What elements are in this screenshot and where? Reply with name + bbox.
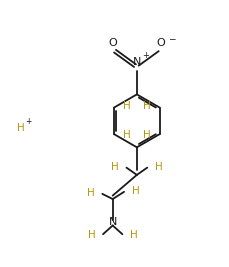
- Text: H: H: [122, 101, 130, 112]
- Text: H: H: [143, 130, 150, 140]
- Text: H: H: [87, 188, 94, 198]
- Text: H: H: [143, 101, 150, 112]
- Text: N: N: [132, 57, 140, 66]
- Text: H: H: [154, 162, 162, 171]
- Text: O: O: [108, 38, 117, 48]
- Text: H: H: [111, 162, 118, 171]
- Text: +: +: [142, 52, 148, 61]
- Text: H: H: [129, 230, 137, 240]
- Text: H: H: [131, 186, 139, 196]
- Text: −: −: [168, 34, 175, 43]
- Text: +: +: [25, 117, 32, 127]
- Text: H: H: [17, 123, 25, 133]
- Text: H: H: [88, 230, 95, 240]
- Text: H: H: [122, 130, 130, 140]
- Text: O: O: [156, 38, 165, 48]
- Text: N: N: [108, 217, 116, 227]
